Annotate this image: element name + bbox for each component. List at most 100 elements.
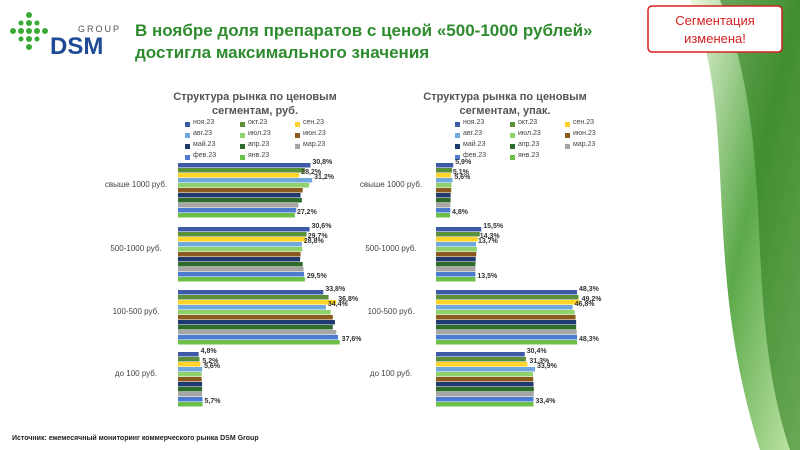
value-label: 33,4% (535, 398, 556, 405)
decor-swirl (720, 0, 800, 450)
bar (436, 387, 534, 392)
legend-label: авг.23 (463, 130, 483, 137)
chart-title: Структура рынка по ценовым сегментам, уп… (423, 91, 587, 117)
value-label: 5,6% (204, 363, 221, 370)
bar (178, 320, 335, 325)
bar (178, 237, 306, 242)
value-label: 5,2% (202, 358, 219, 365)
value-label: 4,8% (452, 209, 468, 216)
bar (436, 382, 534, 387)
legend-label: фев.23 (193, 152, 217, 159)
value-label: 33,8% (325, 286, 346, 293)
legend-label: сен.23 (573, 119, 594, 126)
value-label: 29,7% (307, 233, 328, 240)
category-label: до 100 руб. (369, 369, 413, 378)
bar (178, 232, 307, 237)
value-label: 27,2% (296, 209, 317, 216)
legend-label: июл.23 (248, 130, 271, 137)
bar (436, 330, 577, 335)
bar (436, 367, 535, 372)
value-label: 36,8% (338, 296, 359, 303)
bar (178, 377, 202, 382)
value-label: 30,6% (311, 223, 332, 230)
value-label: 31,3% (529, 358, 550, 365)
bar (178, 397, 203, 402)
bar (436, 213, 451, 218)
bar (436, 247, 477, 252)
bar (436, 397, 534, 402)
legend-label: май.23 (463, 141, 486, 148)
bar (436, 325, 577, 330)
bar (436, 357, 526, 362)
legend-label: апр.23 (518, 141, 540, 148)
bar (178, 203, 299, 208)
bar (178, 247, 303, 252)
bar (436, 340, 578, 345)
legend-swatch (240, 155, 245, 160)
bar (178, 262, 303, 267)
legend-swatch (510, 155, 515, 160)
legend-swatch (185, 144, 190, 149)
legend-swatch (240, 144, 245, 149)
value-label: 14,3% (479, 233, 500, 240)
bar (436, 183, 452, 188)
value-label: 5,9% (455, 159, 472, 166)
legend-swatch (240, 133, 245, 138)
chart-title: Структура рынка по ценовым сегментам, ру… (173, 91, 337, 117)
bar (178, 173, 300, 178)
bar (178, 178, 313, 183)
source: Источник: ежемесячный мониторинг коммерч… (12, 435, 259, 442)
logo-dots (10, 12, 48, 50)
bar (436, 362, 528, 367)
legend-label: сен.23 (303, 119, 324, 126)
legend-label: апр.23 (248, 141, 270, 148)
value-label: 30,4% (526, 348, 547, 355)
value-label: 28,2% (301, 169, 322, 176)
bar (436, 198, 451, 203)
bar (178, 315, 333, 320)
legend-label: янв.23 (248, 152, 270, 159)
bar (178, 183, 310, 188)
bar (178, 300, 337, 305)
legend-label: окт.23 (518, 119, 538, 126)
headline: В ноябре доля препаратов с ценой «500-10… (135, 21, 593, 62)
bar (178, 305, 326, 310)
bar (436, 372, 533, 377)
legend-label: окт.23 (248, 119, 268, 126)
bar (178, 168, 305, 173)
bar (436, 163, 454, 168)
legend-swatch (565, 122, 570, 127)
bar (178, 188, 303, 193)
bar (178, 198, 302, 203)
badge-box (647, 5, 783, 53)
bar (436, 178, 453, 183)
logo-group: GROUP (78, 24, 122, 34)
bar (178, 372, 202, 377)
bar (436, 208, 451, 213)
legend-swatch (240, 122, 245, 127)
bar (436, 267, 476, 272)
value-label: 49,2% (581, 296, 602, 303)
bar (436, 392, 534, 397)
bar (178, 193, 301, 198)
bar (436, 352, 525, 357)
bar (178, 340, 340, 345)
bar (178, 352, 199, 357)
legend-swatch (565, 133, 570, 138)
bar (436, 295, 579, 300)
category-label: 100-500 руб. (112, 307, 160, 316)
bar (178, 257, 301, 262)
bar (178, 357, 200, 362)
bar (436, 227, 482, 232)
value-label: 5,6% (454, 174, 471, 181)
value-label: 5,7% (204, 398, 221, 405)
bar (178, 392, 203, 397)
category-label: до 100 руб. (114, 369, 158, 378)
bar (178, 402, 203, 407)
bar (178, 325, 333, 330)
bar (178, 213, 295, 218)
bar (436, 305, 573, 310)
bar (178, 290, 324, 295)
legend-label: июл.23 (518, 130, 541, 137)
bar (178, 367, 203, 372)
